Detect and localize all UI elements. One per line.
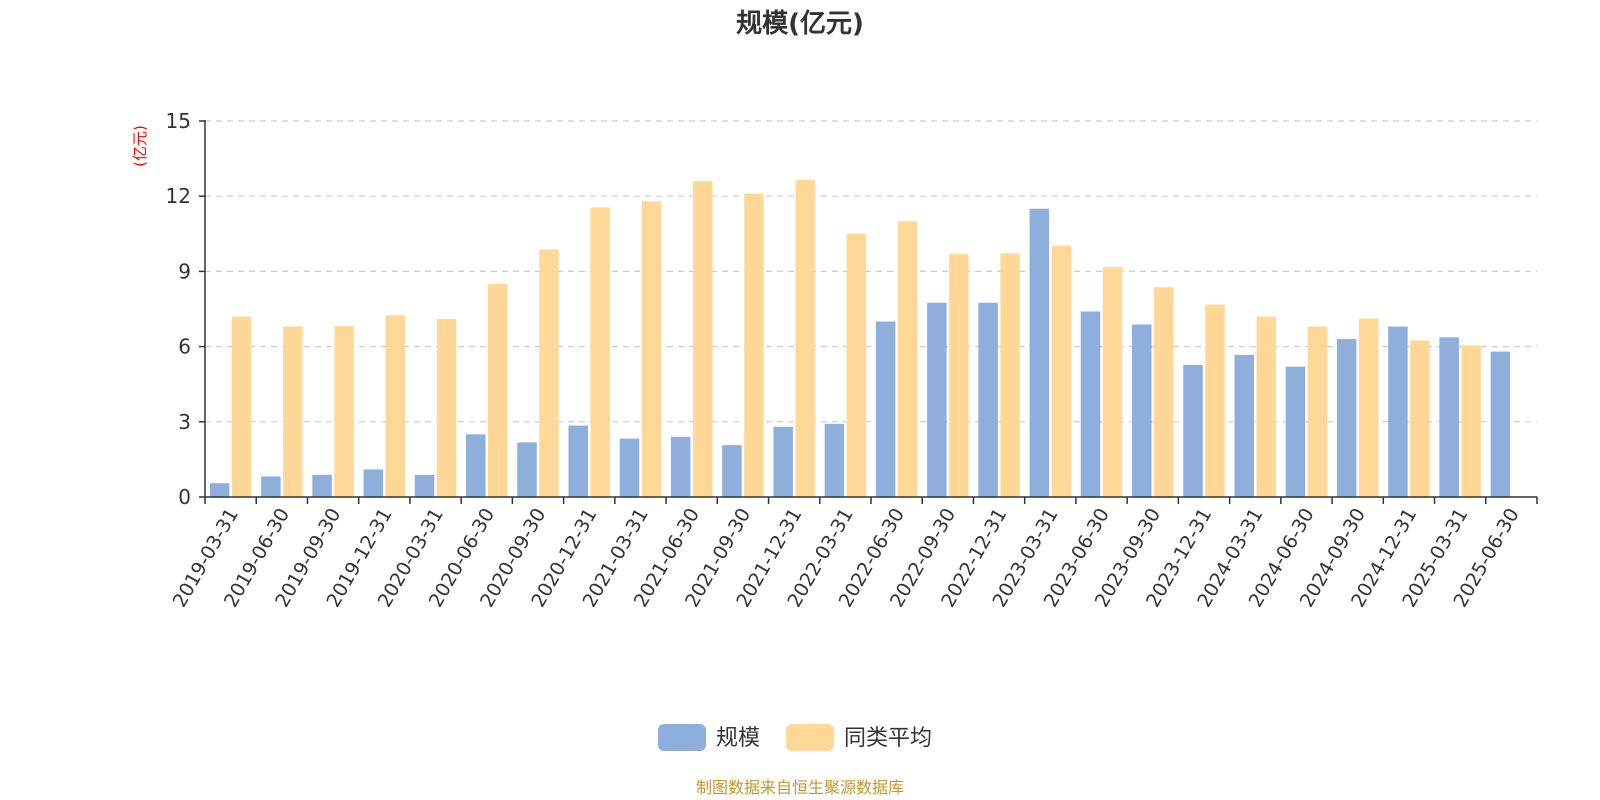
bar-peer-average-2024-12-31[interactable]: [1410, 340, 1430, 497]
bar-scale-2022-06-30[interactable]: [875, 321, 896, 497]
bar-peer-average-2023-06-30[interactable]: [1102, 267, 1123, 497]
y-tick-label: 0: [178, 485, 191, 509]
bar-peer-average-2024-06-30[interactable]: [1307, 326, 1328, 497]
x-ticks: 2019-03-312019-06-302019-09-302019-12-31…: [169, 497, 1538, 611]
bar-peer-average-2020-03-31[interactable]: [436, 319, 457, 497]
bar-peer-average-2025-03-31[interactable]: [1461, 345, 1481, 497]
bar-peer-average-2020-06-30[interactable]: [488, 283, 508, 497]
bar-scale-2020-03-31[interactable]: [414, 474, 435, 497]
bar-scale-2019-03-31[interactable]: [209, 483, 230, 497]
legend-swatch-peer-average[interactable]: [786, 724, 834, 751]
bar-scale-2023-06-30[interactable]: [1080, 311, 1101, 497]
bar-peer-average-2022-06-30[interactable]: [897, 221, 918, 497]
bar-scale-2021-06-30[interactable]: [670, 436, 691, 497]
legend[interactable]: 规模 同类平均: [658, 724, 932, 751]
bar-peer-average-2022-03-31[interactable]: [846, 233, 867, 498]
bar-peer-average-2019-12-31[interactable]: [385, 315, 406, 497]
bar-scale-2021-03-31[interactable]: [619, 438, 640, 497]
bar-scale-2025-06-30[interactable]: [1490, 351, 1511, 497]
bar-scale-2019-12-31[interactable]: [363, 469, 384, 497]
bar-peer-average-2023-09-30[interactable]: [1154, 287, 1174, 497]
legend-label-peer-average[interactable]: 同类平均: [844, 726, 932, 751]
bar-scale-2019-09-30[interactable]: [312, 474, 332, 497]
bar-peer-average-2023-03-31[interactable]: [1051, 245, 1072, 497]
y-tick-label: 15: [166, 109, 191, 133]
bar-peer-average-2024-09-30[interactable]: [1358, 318, 1379, 497]
bar-peer-average-2022-12-31[interactable]: [1000, 253, 1020, 497]
bar-scale-2022-03-31[interactable]: [824, 423, 845, 497]
legend-item-scale[interactable]: 规模: [658, 724, 760, 751]
bars-group: [209, 179, 1511, 498]
bar-peer-average-2022-09-30[interactable]: [949, 253, 969, 497]
bar-peer-average-2021-12-31[interactable]: [795, 179, 815, 497]
bar-peer-average-2020-09-30[interactable]: [539, 249, 559, 497]
y-tick-label: 12: [166, 184, 191, 208]
bar-peer-average-2019-03-31[interactable]: [231, 316, 252, 497]
bar-scale-2024-03-31[interactable]: [1234, 354, 1254, 497]
y-tick-label: 9: [178, 259, 191, 283]
bar-scale-2019-06-30[interactable]: [261, 476, 281, 497]
bar-peer-average-2021-09-30[interactable]: [744, 193, 764, 497]
bar-scale-2022-09-30[interactable]: [927, 302, 947, 497]
bar-scale-2021-09-30[interactable]: [722, 445, 742, 497]
bar-peer-average-2021-06-30[interactable]: [692, 181, 713, 497]
bar-peer-average-2024-03-31[interactable]: [1256, 316, 1276, 497]
bar-scale-2022-12-31[interactable]: [978, 302, 998, 497]
chart-title: 规模(亿元): [736, 9, 864, 39]
y-ticks: 0 3 6 9 12 15: [166, 109, 205, 509]
legend-label-scale[interactable]: 规模: [716, 726, 760, 751]
bar-scale-2020-09-30[interactable]: [517, 442, 537, 497]
bar-scale-2023-12-31[interactable]: [1183, 364, 1203, 497]
bar-peer-average-2020-12-31[interactable]: [590, 207, 610, 498]
bar-scale-2020-06-30[interactable]: [466, 434, 486, 497]
bar-scale-2023-03-31[interactable]: [1029, 208, 1050, 497]
y-tick-label: 3: [178, 410, 191, 434]
bar-scale-2025-03-31[interactable]: [1439, 337, 1459, 497]
bar-peer-average-2021-03-31[interactable]: [641, 201, 662, 498]
legend-swatch-scale[interactable]: [658, 724, 706, 751]
bar-scale-2024-06-30[interactable]: [1285, 366, 1306, 497]
bar-peer-average-2019-06-30[interactable]: [283, 326, 303, 497]
bar-scale-2020-12-31[interactable]: [568, 425, 588, 497]
legend-item-peer-average[interactable]: 同类平均: [786, 724, 932, 751]
grid-lines: [205, 120, 1537, 423]
bar-peer-average-2019-09-30[interactable]: [334, 326, 354, 497]
bar-peer-average-2023-12-31[interactable]: [1205, 304, 1225, 497]
bar-scale-2024-09-30[interactable]: [1336, 339, 1357, 497]
bar-scale-2021-12-31[interactable]: [773, 426, 793, 497]
y-tick-label: 6: [178, 335, 191, 359]
bar-scale-2024-12-31[interactable]: [1388, 326, 1408, 497]
data-source-note: 制图数据来自恒生聚源数据库: [696, 778, 904, 797]
y-axis-label: (亿元): [131, 125, 149, 167]
bar-scale-2023-09-30[interactable]: [1132, 324, 1152, 497]
